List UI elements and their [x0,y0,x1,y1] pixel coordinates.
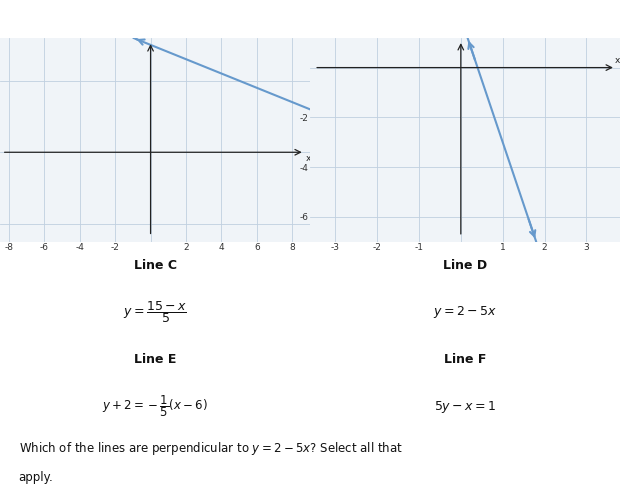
Text: EdgeXL    On-Ramp: EdgeXL On-Ramp [353,14,483,27]
Text: $y + 2 = -\dfrac{1}{5}(x - 6)$: $y + 2 = -\dfrac{1}{5}(x - 6)$ [102,394,208,420]
Text: Which of the lines are perpendicular to $y = 2 - 5x$? Select all that: Which of the lines are perpendicular to … [19,440,402,457]
Text: x: x [615,56,620,65]
Text: Line C: Line C [133,259,177,272]
Text: $5y - x = 1$: $5y - x = 1$ [434,398,496,414]
Text: apply.: apply. [19,471,53,484]
Text: Line E: Line E [134,353,176,366]
Text: $y = 2 - 5x$: $y = 2 - 5x$ [433,304,497,320]
Text: $y = \dfrac{15 - x}{5}$: $y = \dfrac{15 - x}{5}$ [123,299,187,325]
Text: Coursework: Coursework [275,14,353,27]
Text: x: x [306,154,311,163]
Text: Line F: Line F [444,353,486,366]
Text: Line D: Line D [443,259,487,272]
